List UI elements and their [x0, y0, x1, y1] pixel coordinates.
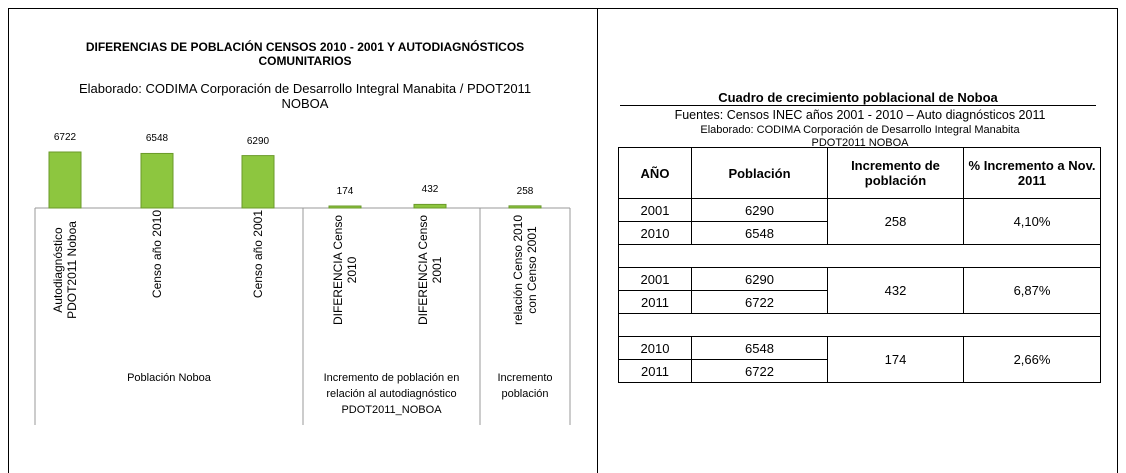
cell: 6722	[691, 359, 828, 383]
table-row: 2010 6548 174 2,66%	[618, 336, 1101, 383]
x-tick-label: DIFERENCIA Censo 2010	[331, 214, 359, 326]
gap-row	[618, 313, 1101, 337]
table-source: Fuentes: Censos INEC años 2001 - 2010 – …	[674, 108, 1046, 122]
x-tick-label: relación Censo 2010 con Censo 2001	[511, 214, 539, 326]
cell: 6290	[691, 198, 828, 222]
bar	[328, 205, 362, 209]
x-tick-label: Autodiagnóstico PDOT2011 Noboa	[51, 221, 79, 319]
table: AÑO Población Incremento de población% Inc…	[618, 147, 1101, 383]
header-cell: % Incremento a Nov. 2011	[963, 147, 1101, 199]
cell: 2011	[618, 359, 692, 383]
gap-cell	[618, 313, 1101, 337]
x-tick-label: Censo año 2010	[150, 210, 164, 299]
cell: 2011	[618, 290, 692, 314]
cell: 258	[827, 198, 964, 245]
cell: 6,87%	[963, 267, 1101, 314]
cell: 2010	[618, 336, 692, 360]
bar	[48, 151, 82, 209]
chart-title: DIFERENCIAS DE POBLACIÓN CENSOS 2010 - 2…	[85, 40, 525, 68]
header-cell: AÑO	[618, 147, 692, 199]
cell: 6548	[691, 336, 828, 360]
header-cell: Población	[691, 147, 828, 199]
header-cell: Incremento de población	[827, 147, 964, 199]
divider	[597, 8, 598, 473]
value-label: 174	[336, 186, 354, 197]
cell: 6290	[691, 267, 828, 291]
cell: 2001	[618, 267, 692, 291]
bar	[508, 205, 542, 209]
cell: 6548	[691, 221, 828, 245]
group-label: Incremento población	[497, 372, 553, 400]
table-row: 2001 6290 258 4,10%	[618, 198, 1101, 245]
gap-row	[618, 244, 1101, 268]
x-tick-label: DIFERENCIA Censo 2001	[416, 214, 444, 326]
gap-cell	[618, 244, 1101, 268]
table-title: Cuadro de crecimiento poblacional de Nob…	[620, 90, 1096, 106]
value-label: 6548	[145, 133, 169, 145]
bar	[140, 152, 174, 209]
group-label: Incremento de población en relación al a…	[323, 372, 460, 416]
value-label: 6722	[53, 132, 77, 143]
table-row: 2010 6548	[618, 221, 1101, 245]
table-row: 2011 6722	[618, 290, 1101, 314]
header-row: AÑO Población Incremento de población% Inc…	[618, 147, 1101, 199]
table-row: 2001 6290 432 6,87%	[618, 267, 1101, 314]
group-label: Población Noboa	[127, 372, 211, 384]
cell: 432	[827, 267, 964, 314]
table-source: PDOT2011 NOBOA	[811, 137, 909, 149]
value-label: 432	[421, 184, 439, 196]
frame	[8, 8, 1118, 473]
chart	[34, 151, 571, 425]
cell: 2001	[618, 198, 692, 222]
value-label: 6290	[246, 135, 270, 147]
value-label: 258	[516, 185, 534, 197]
cell: 174	[827, 336, 964, 383]
cell: 2010	[618, 221, 692, 245]
bar	[413, 203, 447, 209]
chart-subtitle: Elaborado: CODIMA Corporación de Desarro…	[78, 81, 532, 111]
cell: 6722	[691, 290, 828, 314]
bar	[241, 155, 275, 209]
cell: 4,10%	[963, 198, 1101, 245]
table-row: 2011 6722	[618, 359, 1101, 383]
cell: 2,66%	[963, 336, 1101, 383]
x-tick-label: Censo año 2001	[251, 210, 265, 299]
table-source: Elaborado: CODIMA Corporación de Desarro…	[700, 124, 1020, 136]
